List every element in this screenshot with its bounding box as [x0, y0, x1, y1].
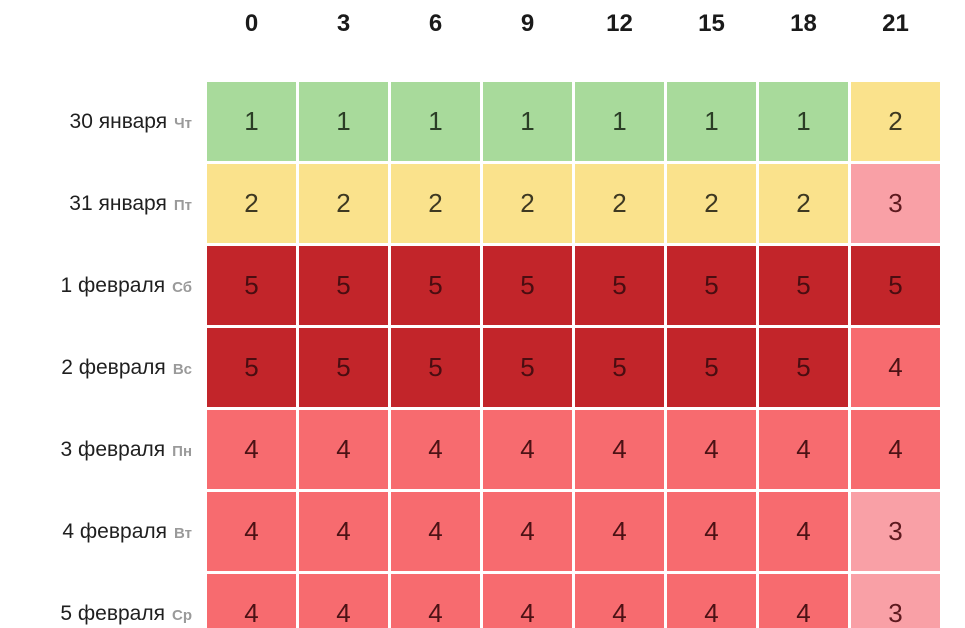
weekday-label: Пн	[172, 442, 192, 460]
kp-cell: 2	[667, 164, 756, 243]
kp-cell: 5	[667, 328, 756, 407]
kp-cell: 5	[575, 328, 664, 407]
kp-cell: 3	[851, 574, 940, 628]
kp-cell: 1	[667, 82, 756, 161]
kp-cell: 4	[299, 410, 388, 489]
kp-cell: 4	[575, 410, 664, 489]
weekday-label: Пт	[173, 196, 192, 214]
kp-cell: 3	[851, 164, 940, 243]
kp-cell: 5	[575, 246, 664, 325]
weekday-label: Вс	[172, 360, 192, 378]
kp-cell: 4	[851, 328, 940, 407]
row-label: 3 февраля Пн	[0, 410, 204, 489]
kp-cell: 1	[391, 82, 480, 161]
kp-cell: 4	[299, 574, 388, 628]
kp-cell: 4	[575, 574, 664, 628]
kp-cell: 4	[483, 574, 572, 628]
kp-cell: 2	[759, 164, 848, 243]
kp-cell: 4	[483, 492, 572, 571]
corner-spacer	[0, 0, 204, 48]
kp-cell: 2	[575, 164, 664, 243]
kp-cell: 4	[391, 574, 480, 628]
kp-cell: 5	[483, 328, 572, 407]
kp-cell: 5	[207, 246, 296, 325]
row-label: 1 февраля Сб	[0, 246, 204, 325]
kp-cell: 1	[299, 82, 388, 161]
weekday-label: Вт	[174, 524, 192, 542]
hour-header: 6	[428, 10, 443, 37]
row-label: 2 февраля Вс	[0, 328, 204, 407]
kp-cell: 4	[391, 410, 480, 489]
kp-cell: 4	[207, 410, 296, 489]
hour-header: 18	[790, 10, 817, 37]
weekday-label: Сб	[172, 278, 192, 296]
kp-cell: 5	[299, 246, 388, 325]
row-label: 5 февраля Ср	[0, 574, 204, 628]
kp-cell: 5	[759, 328, 848, 407]
kp-cell: 4	[299, 492, 388, 571]
hour-header: 0	[244, 10, 259, 37]
kp-cell: 4	[575, 492, 664, 571]
kp-cell: 4	[759, 574, 848, 628]
row-label: 4 февраля Вт	[0, 492, 204, 571]
kp-cell: 5	[851, 246, 940, 325]
date-label: 1 февраля	[60, 273, 166, 297]
kp-cell: 5	[483, 246, 572, 325]
date-label: 5 февраля	[60, 601, 165, 625]
kp-cell: 5	[299, 328, 388, 407]
kp-cell: 2	[299, 164, 388, 243]
kp-cell: 4	[667, 574, 756, 628]
date-label: 30 января	[69, 109, 168, 133]
kp-cell: 4	[207, 574, 296, 628]
kp-cell: 1	[207, 82, 296, 161]
kp-cell: 1	[483, 82, 572, 161]
date-label: 31 января	[69, 191, 167, 215]
date-label: 3 февраля	[60, 437, 166, 461]
kp-cell: 5	[391, 246, 480, 325]
weekday-label: Ср	[172, 606, 192, 624]
kp-cell: 4	[759, 410, 848, 489]
date-label: 2 февраля	[61, 355, 166, 379]
hour-header: 9	[520, 10, 535, 37]
kp-cell: 1	[575, 82, 664, 161]
hour-header: 21	[882, 10, 909, 37]
kp-cell: 4	[391, 492, 480, 571]
kp-cell: 4	[667, 410, 756, 489]
kp-cell: 5	[207, 328, 296, 407]
hour-header: 15	[698, 10, 725, 37]
kp-cell: 2	[851, 82, 940, 161]
kp-cell: 4	[207, 492, 296, 571]
date-label: 4 февраля	[62, 519, 168, 543]
kp-cell: 5	[667, 246, 756, 325]
kp-cell: 4	[851, 410, 940, 489]
kp-cell: 4	[759, 492, 848, 571]
weekday-label: Чт	[174, 114, 192, 132]
kp-cell: 2	[207, 164, 296, 243]
kp-cell: 5	[759, 246, 848, 325]
kp-cell: 2	[483, 164, 572, 243]
hour-header: 12	[606, 10, 633, 37]
hour-header: 3	[336, 10, 351, 37]
kp-cell: 4	[483, 410, 572, 489]
row-label: 30 января Чт	[0, 82, 204, 161]
kp-cell: 1	[759, 82, 848, 161]
row-label: 31 января Пт	[0, 164, 204, 243]
kp-cell: 2	[391, 164, 480, 243]
kp-cell: 5	[391, 328, 480, 407]
kp-cell: 4	[667, 492, 756, 571]
kp-cell: 3	[851, 492, 940, 571]
